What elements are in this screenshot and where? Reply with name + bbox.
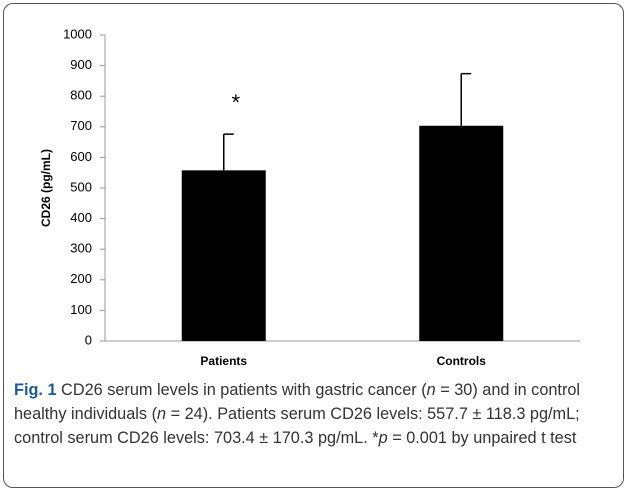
caption-text: p [378,429,388,447]
caption-text: = 24). Patients serum CD26 levels: 557.7… [14,405,580,447]
annotation: * [231,90,240,115]
caption-text: n [426,381,436,399]
y-tick-label: 100 [70,302,92,317]
y-tick-label: 300 [70,241,92,256]
caption-label: Fig. 1 [14,381,57,399]
bar [181,170,266,341]
y-tick-label: 200 [70,271,92,286]
figure-frame [3,3,624,488]
y-tick-label: 400 [70,210,92,225]
y-axis-label: CD26 (pg/mL) [39,149,53,227]
y-tick-label: 900 [70,57,92,72]
bar [419,125,504,341]
caption-text: CD26 serum levels in patients with gastr… [56,381,427,399]
x-tick-label: Controls [437,354,487,368]
y-tick-label: 1000 [63,26,92,41]
y-tick-label: 600 [70,149,92,164]
y-tick-label: 0 [85,332,92,347]
caption: Fig. 1 CD26 serum levels in patients wit… [14,378,618,450]
caption-text: n [157,405,167,423]
y-tick-label: 500 [70,179,92,194]
x-tick-label: Patients [200,354,247,368]
y-tick-label: 800 [70,88,92,103]
caption-text: = 0.001 by unpaired t test [387,429,577,447]
y-tick-label: 700 [70,118,92,133]
chart: CD26 (pg/mL) 0 100 200 300 400 500 600 700 800 90… [39,26,580,368]
caption-text: = 30) and in control healthy individuals… [14,381,581,423]
